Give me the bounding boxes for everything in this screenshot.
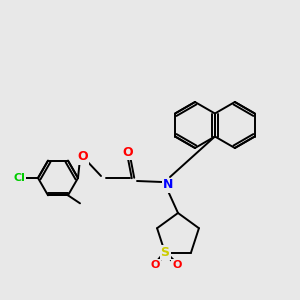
Text: O: O: [172, 260, 182, 270]
Text: O: O: [78, 151, 88, 164]
Text: O: O: [123, 146, 133, 158]
Text: Cl: Cl: [13, 173, 25, 183]
Text: N: N: [163, 178, 173, 191]
Text: S: S: [160, 246, 169, 259]
Text: O: O: [150, 260, 160, 270]
